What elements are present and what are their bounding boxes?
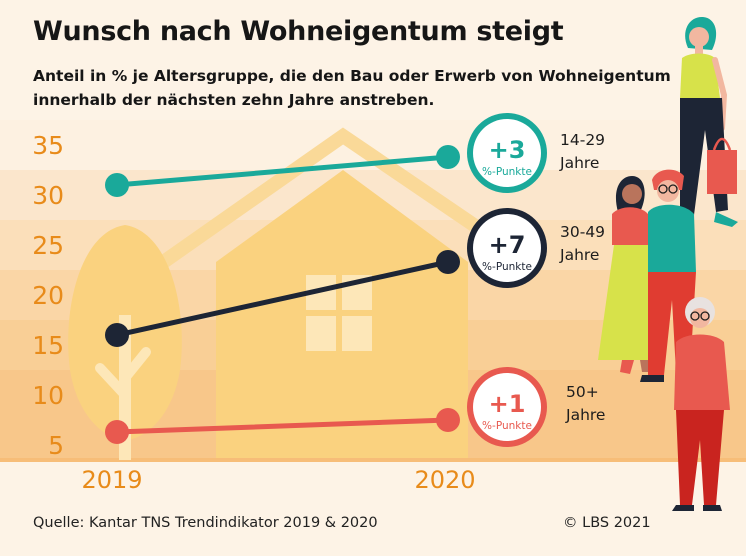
badge-unit: %-Punkte — [482, 261, 532, 273]
chart-title: Wunsch nach Wohneigentum steigt — [33, 16, 564, 47]
group-label-50-plus: 50+ Jahre — [566, 381, 605, 427]
series-1 — [105, 250, 460, 347]
series-line — [114, 154, 451, 188]
y-tick-label: 10 — [32, 381, 64, 410]
person-man-couple — [640, 169, 696, 382]
chart-subtitle: Anteil in % je Altersgruppe, die den Bau… — [33, 64, 671, 112]
change-badges: +3 %-Punkte +7 %-Punkte +1 %-Punkte — [467, 113, 547, 447]
x-tick-label: 2019 — [81, 466, 142, 494]
group-label-unit: Jahre — [566, 406, 606, 424]
y-tick-label: 15 — [32, 331, 64, 360]
series-line — [114, 417, 451, 435]
person-woman-couple — [598, 176, 662, 374]
group-label-unit: Jahre — [560, 246, 600, 264]
group-label-range: 30-49 — [560, 223, 606, 241]
badge-value: +3 — [489, 136, 526, 164]
group-label-30-49: 30-49 Jahre — [560, 221, 605, 267]
x-tick-label: 2020 — [414, 466, 475, 494]
change-badge: +7 %-Punkte — [467, 208, 547, 288]
badge-value: +1 — [489, 390, 526, 418]
group-label-unit: Jahre — [560, 154, 600, 172]
group-label-range: 50+ — [566, 383, 599, 401]
badge-center — [473, 373, 541, 441]
y-tick-label: 5 — [48, 431, 64, 460]
y-tick-label: 25 — [32, 231, 64, 260]
people-illustration — [598, 16, 738, 511]
subtitle-line-1: Anteil in % je Altersgruppe, die den Bau… — [33, 67, 671, 85]
data-series — [105, 145, 460, 444]
subtitle-line-2: innerhalb der nächsten zehn Jahre anstre… — [33, 91, 435, 109]
data-point — [436, 145, 460, 169]
house-illustration — [147, 127, 544, 458]
badge-unit: %-Punkte — [482, 420, 532, 432]
person-older-woman — [672, 297, 730, 511]
data-point — [105, 420, 129, 444]
copyright-note: © LBS 2021 — [563, 515, 651, 531]
y-tick-label: 30 — [32, 181, 64, 210]
group-label-range: 14-29 — [560, 131, 606, 149]
badge-unit: %-Punkte — [482, 166, 532, 178]
person-young-woman — [672, 16, 738, 227]
ground-line — [0, 458, 746, 462]
x-axis-ticks: 2019 2020 — [81, 466, 475, 494]
series-2 — [105, 408, 460, 444]
data-point — [105, 173, 129, 197]
group-label-14-29: 14-29 Jahre — [560, 129, 605, 175]
series-line — [114, 259, 451, 338]
badge-value: +7 — [489, 231, 526, 259]
data-point — [436, 250, 460, 274]
y-tick-label: 35 — [32, 131, 64, 160]
change-badge: +3 %-Punkte — [467, 113, 547, 193]
y-axis-ticks: 5 10 15 20 25 30 35 — [32, 131, 64, 460]
house-window — [306, 275, 372, 351]
data-point — [105, 323, 129, 347]
badge-center — [473, 214, 541, 282]
badge-center — [473, 119, 541, 187]
y-tick-label: 20 — [32, 281, 64, 310]
change-badge: +1 %-Punkte — [467, 367, 547, 447]
source-note: Quelle: Kantar TNS Trendindikator 2019 &… — [33, 515, 378, 531]
series-0 — [105, 145, 460, 197]
data-point — [436, 408, 460, 432]
